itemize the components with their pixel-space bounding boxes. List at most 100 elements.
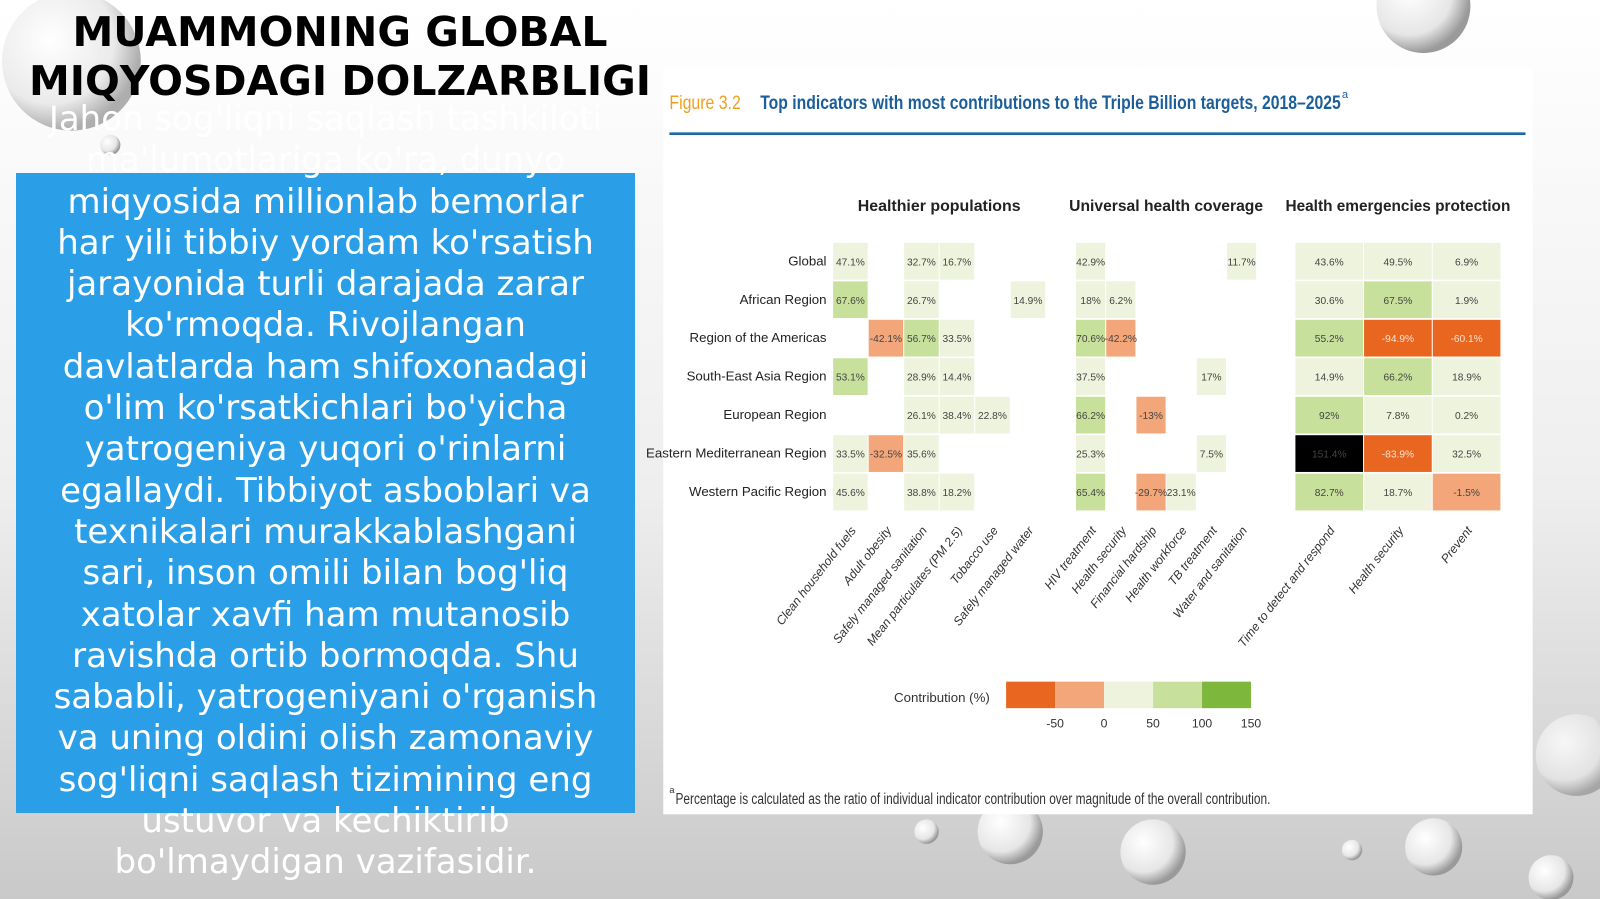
cell-label: 38.8% [907, 488, 936, 499]
legend-swatch [1202, 681, 1252, 709]
body-line: har yili tibbiy yordam ko'rsatish [57, 222, 594, 263]
legend-tick-label: 150 [1241, 717, 1262, 731]
bubble [1376, 0, 1471, 54]
footnote: Percentage is calculated as the ratio of… [676, 791, 1271, 808]
heat-cell [904, 358, 939, 396]
heat-cell [1432, 435, 1501, 472]
heat-cell [1166, 473, 1196, 511]
cell-label: 67.5% [1383, 296, 1412, 307]
heat-cell [1010, 281, 1046, 319]
body-line: va uning oldini olish zamonaviy [57, 718, 594, 759]
body-line: xatolar xavfi ham mutanosib [80, 594, 571, 635]
cell-label: 45.6% [836, 488, 865, 499]
group-header: Healthier populations [858, 198, 1021, 215]
cell-label: 37.5% [1076, 373, 1105, 384]
body-line: sog'liqni saqlash tizimining eng [58, 759, 593, 800]
heat-cell [1106, 281, 1136, 319]
title-marker: a [1342, 89, 1349, 101]
heat-cell [1364, 281, 1432, 319]
cell-label: 22.8% [978, 411, 1007, 422]
body-line: o'lim ko'rsatkichlari bo'yicha [83, 388, 568, 429]
heat-cell [1196, 358, 1227, 396]
cell-label: 18.2% [942, 488, 971, 499]
legend-tick-label: 50 [1146, 717, 1160, 731]
cell-label: -60.1% [1450, 334, 1482, 345]
bubble [1120, 819, 1186, 885]
cell-label: 7.5% [1200, 450, 1223, 461]
slide-title: MUAMMONING GLOBAL MIQYOSDAGI DOLZARBLIGI [28, 8, 652, 105]
heat-cell [904, 281, 939, 319]
heat-cell [1364, 473, 1432, 511]
group-header: Health emergencies protection [1285, 198, 1510, 215]
cell-label: -83.9% [1382, 450, 1414, 461]
heat-cell [904, 242, 939, 280]
cell-label: 6.9% [1455, 257, 1478, 268]
heat-cell [1136, 396, 1166, 434]
legend-swatch [1006, 681, 1056, 709]
cell-label: 26.7% [907, 296, 936, 307]
body-line: Jahon sog'liqni saqlash tashkiloti [48, 99, 603, 139]
heat-cell [833, 435, 868, 472]
cell-label: 26.1% [907, 411, 936, 422]
cell-label: 47.1% [836, 257, 865, 268]
cell-label: 0.2% [1455, 411, 1478, 422]
cell-label: 82.7% [1315, 488, 1344, 499]
heat-cell [1076, 473, 1106, 511]
heat-cell [1364, 242, 1432, 280]
cell-label: -94.9% [1382, 334, 1414, 345]
bubble [1528, 855, 1574, 899]
cell-label: 33.5% [942, 334, 971, 345]
heat-cell [975, 396, 1010, 434]
cell-label: 14.4% [942, 373, 971, 384]
row-label: Western Pacific Region [689, 484, 826, 499]
body-line: ravishda ortib bormoqda. Shu [72, 635, 579, 676]
heat-cell [939, 319, 975, 357]
body-line: bo'lmaydigan vazifasidir. [114, 842, 537, 883]
cell-label: -42.1% [870, 334, 902, 345]
cell-label: 32.5% [1452, 450, 1481, 461]
text-box [16, 173, 635, 813]
cell-label: 35.6% [907, 450, 936, 461]
legend-swatch [1055, 681, 1105, 709]
cell-label: 28.9% [907, 373, 936, 384]
heat-cell [1076, 435, 1106, 472]
cell-label: 23.1% [1167, 488, 1196, 499]
heat-cell [939, 396, 975, 434]
heat-cell [1076, 242, 1106, 280]
figure-title: Top indicators with most contributions t… [760, 92, 1341, 114]
cell-label: 14.9% [1014, 296, 1043, 307]
cell-label: 17% [1201, 373, 1221, 384]
heat-cell [1076, 358, 1106, 396]
body-text: Jahon sog'liqni saqlash tashkiloti ma'lum… [20, 99, 631, 884]
heat-cell [833, 473, 868, 511]
cell-label: 67.6% [836, 296, 865, 307]
row-label: Global [788, 253, 826, 268]
cell-label: 18.7% [1383, 488, 1412, 499]
heat-cell [1295, 473, 1364, 511]
row-label: African Region [740, 292, 827, 307]
bubble [1341, 839, 1363, 861]
cell-label: -29.7% [1135, 488, 1167, 499]
heat-cell [1295, 281, 1364, 319]
body-line: ko'rmoqda. Rivojlangan [125, 305, 526, 346]
bubble [1405, 818, 1463, 876]
heat-cell [833, 358, 868, 396]
cell-label: 38.4% [942, 411, 971, 422]
cell-label: 32.7% [907, 257, 936, 268]
heat-cell [1432, 242, 1501, 280]
body-line: texnikalari murakkablashgani [74, 511, 577, 552]
body-line: sababli, yatrogeniyani o'rganish [53, 677, 598, 718]
heat-cell [1295, 396, 1364, 434]
heat-cell [833, 242, 868, 280]
cell-label: 1.9% [1455, 296, 1478, 307]
cell-label: 55.2% [1315, 334, 1344, 345]
heat-cell [1364, 435, 1432, 472]
cell-label: 25.3% [1076, 450, 1105, 461]
heat-cell [904, 319, 939, 357]
heat-cell [939, 358, 975, 396]
bubble [2, 0, 141, 131]
cell-label: -13% [1139, 411, 1163, 422]
group-header: Universal health coverage [1069, 198, 1263, 215]
heat-cell [1432, 473, 1501, 511]
